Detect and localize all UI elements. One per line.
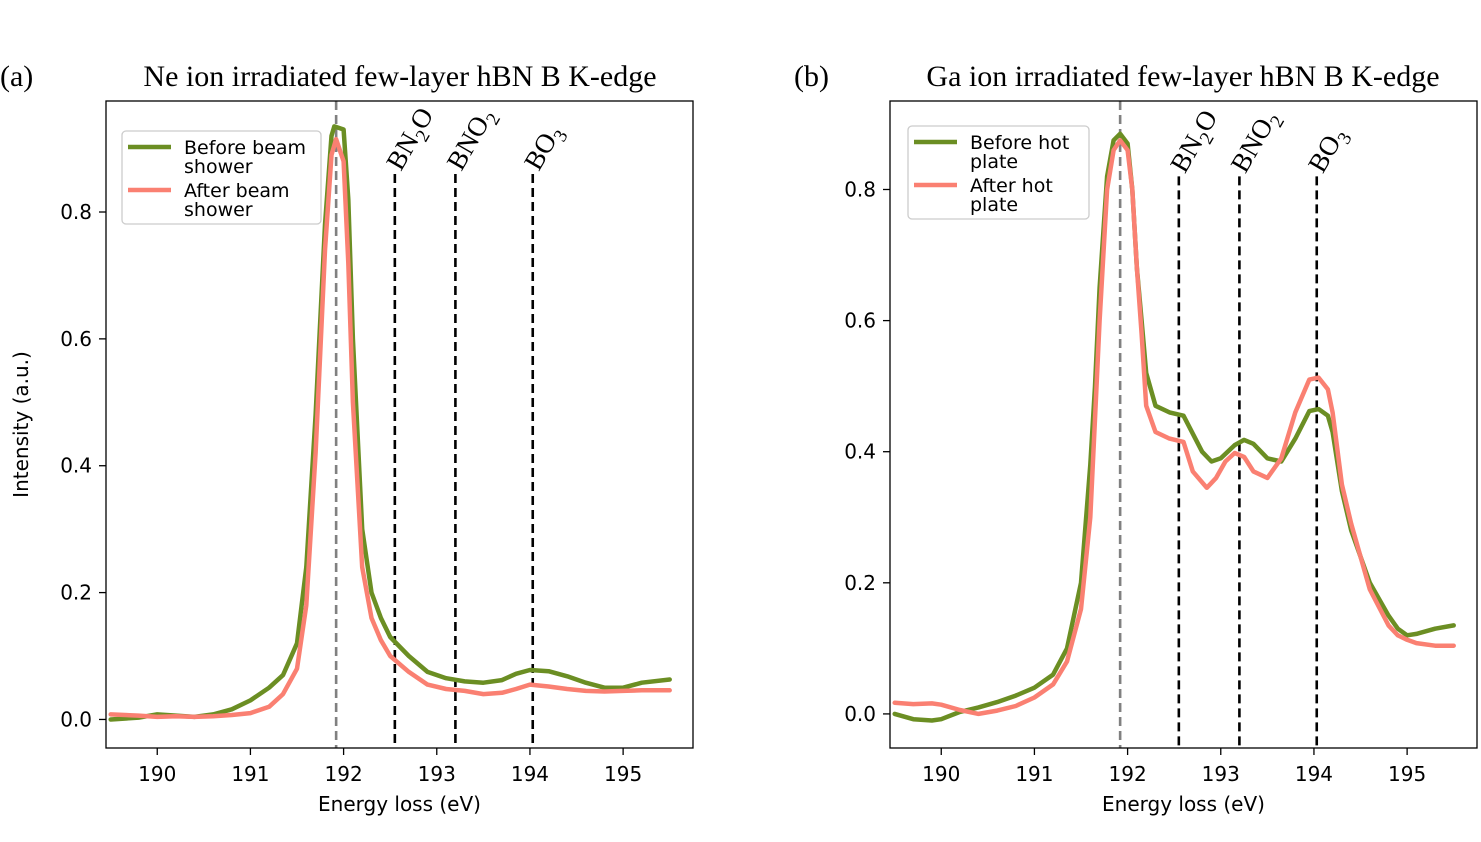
x-tick-label: 190 <box>922 762 960 786</box>
y-tick-label: 0.8 <box>844 177 876 201</box>
x-tick-label: 193 <box>418 762 456 786</box>
legend-label-1: Before hot plate <box>970 132 1069 173</box>
x-tick-label: 192 <box>1109 762 1147 786</box>
x-tick-label: 192 <box>325 762 363 786</box>
legend-label-2: After hot plate <box>970 175 1053 216</box>
panel-b: (b) Ga ion irradiated few-layer hBN B K-e… <box>794 60 1478 816</box>
y-tick-label: 0.2 <box>844 571 876 595</box>
legend-label-2: After beam shower <box>184 180 290 221</box>
series-line-2 <box>108 136 672 720</box>
x-axis-label: Energy loss (eV) <box>318 792 481 816</box>
series-line-1 <box>108 124 672 722</box>
panel-label: (b) <box>794 60 829 93</box>
y-tick-label: 0.0 <box>60 707 92 731</box>
x-tick-label: 191 <box>231 762 269 786</box>
series-line-2 <box>892 138 1456 717</box>
axes-frame <box>889 100 1478 749</box>
marker-label: BN2O <box>1164 105 1228 181</box>
marker-label: BNO2 <box>441 102 505 178</box>
y-tick-label: 0.6 <box>844 309 876 333</box>
axes-frame <box>105 100 694 749</box>
x-tick-label: 191 <box>1015 762 1053 786</box>
plot-area <box>108 101 672 748</box>
marker-label: BN2O <box>380 102 444 178</box>
marker-label: BO3 <box>1302 122 1357 181</box>
chart-title: Ne ion irradiated few-layer hBN B K-edge <box>143 60 656 93</box>
legend-box <box>907 125 1090 220</box>
series-line-1 <box>892 131 1456 723</box>
x-tick-label: 195 <box>604 762 642 786</box>
x-tick-label: 195 <box>1388 762 1426 786</box>
panel-label: (a) <box>0 60 33 93</box>
x-tick-label: 194 <box>1295 762 1333 786</box>
y-tick-label: 0.6 <box>60 327 92 351</box>
chart-title: Ga ion irradiated few-layer hBN B K-edge <box>926 60 1439 93</box>
legend-box <box>121 130 322 225</box>
y-tick-label: 0.8 <box>60 200 92 224</box>
x-tick-label: 190 <box>138 762 176 786</box>
plot-area <box>892 101 1456 748</box>
x-axis-label: Energy loss (eV) <box>1102 792 1265 816</box>
y-tick-label: 0.4 <box>60 454 92 478</box>
x-tick-label: 193 <box>1202 762 1240 786</box>
panel-a: (a) Ne ion irradiated few-layer hBN B K-e… <box>0 60 694 816</box>
x-tick-label: 194 <box>511 762 549 786</box>
marker-label: BO3 <box>518 119 573 178</box>
y-axis-label: Intensity (a.u.) <box>9 351 33 498</box>
y-tick-label: 0.4 <box>844 440 876 464</box>
marker-label: BNO2 <box>1225 105 1289 181</box>
y-tick-label: 0.2 <box>60 581 92 605</box>
legend-label-1: Before beam shower <box>184 137 306 178</box>
y-tick-label: 0.0 <box>844 702 876 726</box>
